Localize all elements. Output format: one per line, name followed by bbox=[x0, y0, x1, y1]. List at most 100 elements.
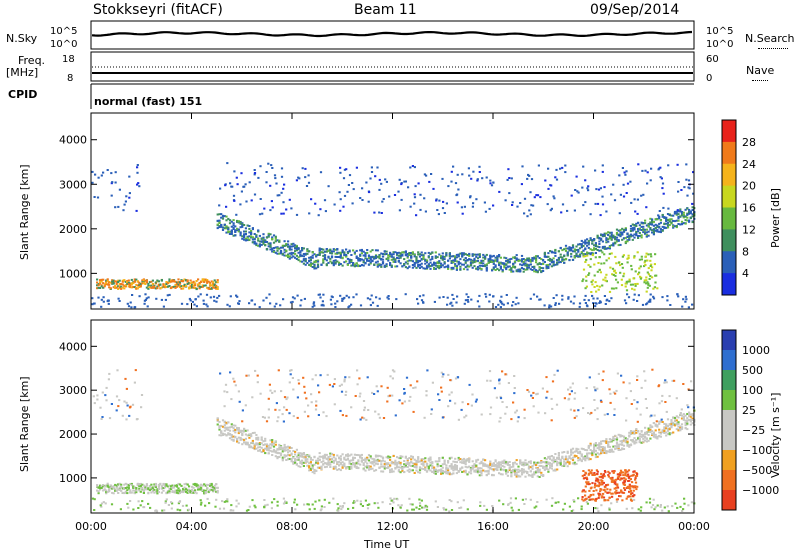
data-cell bbox=[138, 286, 141, 288]
data-cell bbox=[385, 467, 388, 469]
data-cell bbox=[198, 485, 201, 488]
data-cell bbox=[642, 440, 645, 443]
data-cell bbox=[677, 295, 680, 298]
data-cell bbox=[216, 491, 219, 494]
data-cell bbox=[299, 253, 302, 256]
data-cell bbox=[620, 278, 623, 281]
data-cell bbox=[355, 467, 358, 469]
data-cell bbox=[404, 250, 407, 253]
data-cell bbox=[517, 258, 520, 261]
data-cell bbox=[218, 222, 221, 224]
data-cell bbox=[373, 469, 376, 472]
data-cell bbox=[504, 412, 507, 415]
data-cell bbox=[416, 298, 419, 301]
data-cell bbox=[593, 244, 596, 247]
data-cell bbox=[374, 256, 378, 259]
data-cell bbox=[691, 202, 694, 205]
data-cell bbox=[498, 269, 501, 272]
data-cell bbox=[172, 486, 176, 489]
data-cell bbox=[312, 302, 315, 305]
data-cell bbox=[318, 251, 321, 254]
data-cell bbox=[636, 401, 639, 404]
data-cell bbox=[422, 458, 425, 461]
data-cell bbox=[631, 430, 634, 433]
data-cell bbox=[188, 485, 191, 488]
data-cell bbox=[557, 454, 560, 457]
data-cell bbox=[621, 441, 624, 444]
data-cell bbox=[329, 251, 332, 254]
data-cell bbox=[440, 468, 443, 471]
data-cell bbox=[243, 224, 246, 226]
data-cell bbox=[422, 254, 425, 257]
data-cell bbox=[360, 258, 363, 261]
data-cell bbox=[494, 264, 497, 267]
data-cell bbox=[644, 433, 647, 436]
data-cell bbox=[566, 451, 569, 454]
data-cell bbox=[492, 260, 495, 263]
data-cell bbox=[319, 374, 322, 377]
data-cell bbox=[460, 206, 463, 209]
data-cell bbox=[484, 255, 487, 258]
data-cell bbox=[549, 455, 552, 458]
data-cell bbox=[522, 258, 525, 260]
data-cell bbox=[205, 303, 208, 306]
data-cell bbox=[115, 409, 118, 412]
data-cell bbox=[551, 380, 555, 383]
data-cell bbox=[276, 448, 279, 451]
data-cell bbox=[386, 296, 389, 299]
data-cell bbox=[96, 196, 100, 199]
data-cell bbox=[345, 168, 348, 171]
data-cell bbox=[366, 258, 369, 261]
data-cell bbox=[116, 369, 119, 372]
data-cell bbox=[118, 486, 121, 489]
data-cell bbox=[313, 463, 316, 466]
data-cell bbox=[666, 223, 670, 226]
data-cell bbox=[100, 298, 103, 301]
data-cell bbox=[194, 491, 197, 494]
data-cell bbox=[406, 461, 409, 464]
data-cell bbox=[679, 215, 682, 218]
data-cell bbox=[145, 484, 148, 487]
data-cell bbox=[339, 255, 342, 257]
data-cell bbox=[151, 488, 154, 491]
data-cell bbox=[663, 426, 666, 429]
data-cell bbox=[435, 199, 438, 202]
data-cell bbox=[389, 262, 392, 264]
data-cell bbox=[232, 228, 235, 230]
data-cell bbox=[154, 484, 157, 487]
data-cell bbox=[434, 460, 437, 463]
nave-legend-line bbox=[752, 80, 768, 81]
data-cell bbox=[325, 248, 328, 250]
data-cell bbox=[133, 489, 136, 492]
data-cell bbox=[384, 178, 387, 181]
data-cell bbox=[679, 412, 682, 414]
data-cell bbox=[243, 185, 246, 188]
data-cell bbox=[626, 440, 629, 443]
data-cell bbox=[124, 487, 127, 489]
data-cell bbox=[378, 254, 381, 257]
data-cell bbox=[165, 281, 168, 283]
data-cell bbox=[529, 191, 532, 194]
data-cell bbox=[299, 304, 302, 307]
data-cell bbox=[619, 271, 622, 274]
data-cell bbox=[672, 416, 675, 419]
data-cell bbox=[260, 438, 263, 441]
data-cell bbox=[628, 435, 631, 438]
data-cell bbox=[192, 284, 195, 287]
data-cell bbox=[380, 182, 383, 185]
data-cell bbox=[411, 469, 414, 472]
data-cell bbox=[473, 470, 476, 473]
data-cell bbox=[546, 203, 549, 206]
data-cell bbox=[538, 298, 541, 301]
data-cell bbox=[519, 202, 522, 204]
data-cell bbox=[97, 176, 100, 179]
data-cell bbox=[289, 301, 293, 304]
data-cell bbox=[433, 300, 436, 303]
data-cell bbox=[506, 261, 509, 264]
data-cell bbox=[132, 286, 135, 288]
data-cell bbox=[133, 486, 136, 489]
data-cell bbox=[239, 220, 242, 223]
data-cell bbox=[257, 229, 260, 232]
data-cell bbox=[679, 208, 682, 211]
data-cell bbox=[545, 267, 548, 270]
